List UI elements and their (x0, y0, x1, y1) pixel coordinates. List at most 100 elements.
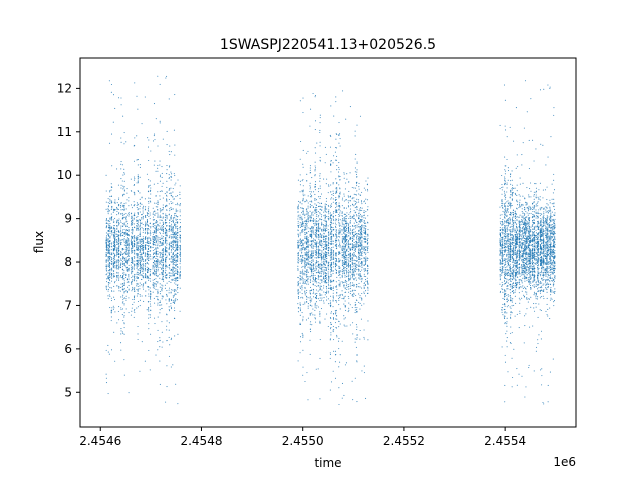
data-point (121, 263, 123, 265)
data-point (153, 297, 155, 299)
data-point (126, 281, 128, 283)
data-point (157, 229, 159, 231)
data-point (133, 235, 135, 237)
data-point (108, 142, 111, 144)
data-point (312, 246, 314, 248)
data-point (328, 253, 330, 255)
data-point (137, 209, 139, 211)
data-point (154, 287, 156, 289)
data-point (109, 295, 111, 297)
data-point (169, 222, 171, 224)
data-point (324, 263, 326, 265)
data-point (324, 146, 326, 148)
data-point (116, 262, 118, 264)
data-point (337, 218, 340, 220)
data-point (336, 235, 338, 237)
data-point (155, 206, 157, 208)
data-point (128, 297, 130, 299)
data-point (125, 245, 127, 247)
data-point (327, 325, 329, 328)
data-point (297, 290, 299, 292)
data-point (341, 222, 343, 224)
data-point (125, 247, 127, 249)
data-point (314, 274, 316, 276)
data-point (123, 326, 125, 329)
data-point (323, 229, 325, 231)
data-point (297, 291, 299, 293)
data-point (157, 270, 159, 272)
data-point (122, 248, 124, 250)
data-point (150, 239, 152, 241)
data-point (174, 232, 176, 234)
data-point (121, 302, 123, 304)
data-point (136, 295, 138, 297)
data-point (309, 353, 311, 355)
data-point (309, 235, 311, 237)
data-point (325, 288, 328, 290)
data-point (153, 252, 155, 254)
data-point (297, 241, 299, 244)
data-point (159, 309, 161, 311)
data-point (321, 251, 323, 253)
data-point (114, 217, 116, 219)
data-point (114, 234, 116, 236)
data-point (130, 264, 132, 266)
data-point (122, 320, 124, 322)
data-point (321, 209, 323, 211)
data-point (152, 258, 154, 260)
data-point (321, 294, 323, 296)
data-point (179, 277, 181, 279)
data-point (307, 214, 309, 216)
data-point (150, 293, 152, 295)
data-point (310, 172, 312, 174)
data-point (141, 222, 143, 224)
data-point (166, 265, 168, 267)
data-point (161, 267, 163, 269)
data-point (330, 259, 332, 261)
data-point (314, 243, 316, 246)
data-point (123, 257, 125, 259)
data-point (176, 277, 178, 279)
data-point (137, 242, 139, 244)
data-point (113, 237, 115, 240)
data-point (297, 303, 299, 305)
data-point (299, 341, 302, 343)
data-point (297, 220, 299, 222)
data-point (114, 228, 116, 230)
data-point (147, 254, 150, 256)
data-point (120, 232, 122, 234)
data-point (301, 266, 303, 268)
data-point (157, 268, 159, 270)
data-point (122, 272, 124, 274)
data-point (142, 285, 144, 287)
data-point (117, 249, 119, 251)
data-point (339, 271, 341, 273)
data-point (328, 238, 330, 240)
data-point (157, 247, 159, 249)
data-point (123, 284, 125, 286)
data-point (144, 254, 146, 256)
data-point (330, 236, 332, 238)
data-point (339, 294, 341, 296)
data-point (177, 179, 179, 181)
data-point (136, 229, 138, 231)
data-point (338, 194, 340, 196)
data-point (172, 208, 174, 210)
data-point (170, 366, 172, 368)
data-point (301, 284, 303, 287)
data-point (341, 397, 343, 399)
data-point (147, 224, 149, 226)
data-point (316, 249, 318, 251)
data-point (311, 270, 313, 273)
data-point (144, 270, 146, 272)
data-point (324, 251, 326, 253)
data-point (315, 217, 318, 220)
data-point (323, 226, 325, 228)
data-point (125, 252, 127, 254)
data-point (155, 251, 157, 253)
data-point (112, 121, 114, 123)
data-point (319, 218, 321, 220)
data-point (174, 300, 176, 303)
data-point (128, 289, 130, 291)
data-point (317, 191, 320, 193)
